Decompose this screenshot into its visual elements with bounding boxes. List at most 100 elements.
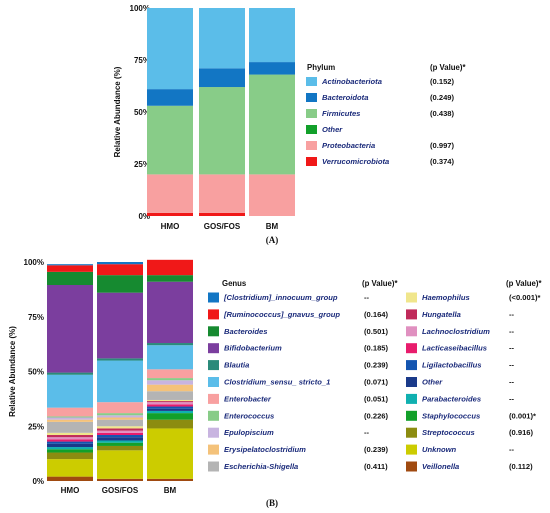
- bar-segment-streptococcus: [97, 445, 143, 451]
- bar-segment-streptococcus: [147, 419, 193, 429]
- x-category-label: GOS/FOS: [102, 486, 139, 495]
- legend-swatch-lacticaseibacillus: [406, 343, 417, 354]
- bar-segment-lacticaseibacillus: [147, 404, 193, 407]
- legend-swatch-firmicutes: [306, 109, 317, 118]
- bar-segment-firmicutes: [199, 87, 245, 175]
- bar-segment-epulopiscium: [97, 415, 143, 418]
- bar-segment-staphylococcus: [147, 413, 193, 420]
- bar-segment-lacticaseibacillus: [97, 432, 143, 436]
- bar-segment-escherichia-shigella: [147, 391, 193, 400]
- legend-pvalue-staphylococcus: (0.001)*: [509, 411, 536, 420]
- bar-segment-actinobacteriota: [147, 8, 193, 90]
- legend-label-haemophilus: Haemophilus: [422, 293, 470, 302]
- legend-swatch-veillonella: [406, 461, 417, 472]
- bar-segment-clostridium-sensu-stricto-1: [147, 345, 193, 370]
- bar-segment-bacteroidota: [249, 62, 295, 75]
- legend-swatch-ruminococcus-gnavus-group: [208, 309, 219, 320]
- legend-swatch-enterobacter: [208, 393, 219, 404]
- bar-segment-haemophilus: [147, 399, 193, 402]
- bar-segment-bacteroidota: [199, 68, 245, 88]
- legend-label-bacteroides: Bacteroides: [224, 327, 267, 336]
- x-category-label: HMO: [161, 222, 180, 231]
- bar-segment-ruminococcus-gnavus-group: [147, 259, 193, 276]
- bar-segment-bacteroidota: [147, 89, 193, 106]
- bar-segment-epulopiscium: [47, 417, 93, 420]
- legend-label-verrucomicrobiota: Verrucomicrobiota: [322, 157, 389, 166]
- x-category-label: HMO: [61, 486, 80, 495]
- y-tick-label: 100%: [130, 4, 150, 13]
- legend-swatch-unknown: [406, 444, 417, 455]
- legend-swatch-bacteroidota: [306, 93, 317, 102]
- bar-segment-haemophilus: [97, 426, 143, 429]
- bar-segment-bacteroides: [47, 271, 93, 285]
- y-tick-label: 75%: [28, 313, 44, 322]
- legend-pvalue-blautia: (0.239): [364, 361, 389, 370]
- legend-label-lacticaseibacillus: Lacticaseibacillus: [422, 344, 487, 353]
- bar-segment-haemophilus: [47, 432, 93, 436]
- panel-a-chart: 0% 25% 50% 75% 100% Relative Abundance (%) HMO…: [113, 4, 466, 245]
- legend-swatch-other: [406, 377, 417, 387]
- legend-pvalue-bacteroidota: (0.249): [430, 93, 455, 102]
- legend-pvalue-haemophilus: (<0.001)*: [509, 293, 540, 302]
- bar-segment-actinobacteriota: [199, 8, 245, 69]
- bar-segment-ruminococcus-gnavus-group: [97, 264, 143, 276]
- bar-segment-clostridium-sensu-stricto-1: [47, 374, 93, 408]
- legend-label-unknown: Unknown: [422, 445, 457, 454]
- bar-segment-bacteroides: [147, 275, 193, 282]
- bar-segment-bifidobacterium: [97, 292, 143, 359]
- legend-label-escherichia-shigella: Escherichia-Shigella: [224, 462, 298, 471]
- legend-swatch-other: [306, 125, 317, 134]
- legend-pvalue-title: (p Value)*: [506, 279, 542, 288]
- bar-segment-blautia: [47, 372, 93, 375]
- bar-segment-erysipelatoclostridium: [97, 417, 143, 420]
- legend-label-lachnoclostridium: Lachnoclostridium: [422, 327, 490, 336]
- legend-swatch-parabacteroides: [406, 393, 417, 404]
- legend-swatch-escherichia-shigella: [208, 461, 219, 472]
- legend-label-parabacteroides: Parabacteroides: [422, 394, 481, 403]
- legend-swatch-staphylococcus: [406, 410, 417, 421]
- bar-segment-proteobacteria: [199, 174, 245, 213]
- legend-label-other: Other: [422, 378, 443, 387]
- y-tick-label: 75%: [134, 56, 150, 65]
- bar-segment-unknown: [97, 450, 143, 479]
- bar-segment-epulopiscium: [147, 380, 193, 385]
- legend-swatch-epulopiscium: [208, 427, 219, 438]
- bar-segment-staphylococcus: [97, 442, 143, 446]
- bar-segment-other: [147, 408, 193, 411]
- legend-swatch-blautia: [208, 360, 219, 371]
- legend-label-erysipelatoclostridium: Erysipelatoclostridium: [224, 445, 306, 454]
- bar-segment-firmicutes: [249, 74, 295, 175]
- bar-segment-erysipelatoclostridium: [147, 384, 193, 392]
- legend-pvalue-enterococcus: (0.226): [364, 411, 389, 420]
- bar-segment-other: [97, 437, 143, 441]
- panel-b-chart: 0% 25% 50% 75% 100% Relative Abundance (%) HMO…: [8, 258, 542, 508]
- x-category-label: BM: [164, 486, 177, 495]
- y-tick-label: 0%: [138, 212, 150, 221]
- legend-pvalue-veillonella: (0.112): [509, 462, 533, 471]
- legend-pvalue-firmicutes: (0.438): [430, 109, 455, 118]
- legend-pvalue-bacteroides: (0.501): [364, 327, 389, 336]
- legend-pvalue-hungatella: --: [509, 310, 515, 319]
- legend-pvalue-enterobacter: (0.051): [364, 394, 389, 403]
- bar-segment-escherichia-shigella: [97, 419, 143, 427]
- legend-label-epulopiscium: Epulopiscium: [224, 428, 274, 437]
- bar-segment-proteobacteria: [147, 174, 193, 213]
- bar-segment-bifidobacterium: [147, 281, 193, 344]
- legend-swatch-actinobacteriota: [306, 77, 317, 86]
- bar-segment-escherichia-shigella: [47, 421, 93, 433]
- bar-segment-enterobacter: [97, 402, 143, 414]
- legend-pvalue-lachnoclostridium: --: [509, 327, 515, 336]
- panel-label: (B): [266, 498, 278, 508]
- bar-segment-staphylococcus: [47, 449, 93, 453]
- bar-segment-blautia: [147, 343, 193, 346]
- legend-pvalue-epulopiscium: --: [364, 428, 370, 437]
- legend-swatch-proteobacteria: [306, 141, 317, 150]
- bar-segment-clostridium-innocuum-group: [47, 264, 93, 266]
- legend-pvalue-ligilactobacillus: --: [509, 361, 515, 370]
- legend-label-actinobacteriota: Actinobacteriota: [321, 77, 382, 86]
- bar-segment-ligilactobacillus: [97, 435, 143, 438]
- bar-segment-erysipelatoclostridium: [47, 419, 93, 422]
- panel-label: (A): [266, 235, 279, 245]
- legend-swatch-verrucomicrobiota: [306, 157, 317, 166]
- legend-label-enterococcus: Enterococcus: [224, 411, 274, 420]
